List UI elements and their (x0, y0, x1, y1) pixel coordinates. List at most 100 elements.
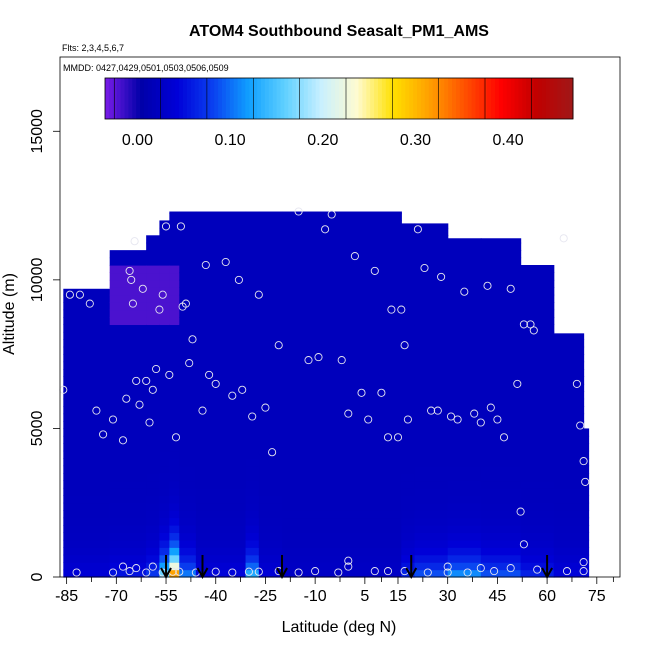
heatmap-cell (258, 391, 283, 400)
heatmap-cell (63, 443, 111, 452)
heatmap-cell (520, 354, 555, 363)
heatmap-cell (553, 406, 585, 415)
heatmap-cell (245, 235, 260, 244)
heatmap-cell (195, 287, 247, 296)
heatmap-cell (179, 450, 197, 459)
heatmap-cell (159, 510, 170, 519)
heatmap-cell (447, 495, 482, 504)
heatmap-cell (109, 250, 147, 259)
heatmap-cell (159, 257, 170, 266)
heatmap-cell (480, 354, 522, 363)
heatmap-cell (258, 413, 283, 422)
heatmap-cell (583, 443, 590, 452)
heatmap-cell (63, 346, 111, 355)
sample-point (344, 409, 353, 418)
sample-point (185, 359, 194, 368)
heatmap-cell (553, 525, 585, 534)
colorbar-segment (339, 78, 344, 119)
heatmap-cell (480, 510, 522, 519)
heatmap-cell (245, 502, 260, 511)
heatmap-cell (480, 554, 522, 563)
sample-point (201, 260, 210, 270)
heatmap-cell (282, 376, 402, 385)
heatmap-cell (169, 569, 180, 578)
heatmap-cell (179, 309, 197, 318)
heatmap-cell (480, 458, 522, 467)
heatmap-cell (258, 539, 283, 548)
sample-point (261, 403, 270, 412)
colorbar-segment (374, 78, 379, 119)
heatmap-cell (414, 391, 449, 400)
heatmap-cell (169, 257, 180, 266)
sample-point (188, 335, 197, 344)
heatmap-cell (63, 465, 111, 474)
colorbar-tick-label: 0.20 (307, 132, 338, 149)
heatmap-cell (480, 238, 522, 244)
heatmap-cell (447, 473, 482, 482)
heatmap-cell (480, 361, 522, 370)
heatmap-cell (401, 458, 416, 467)
heatmap-cell (63, 324, 111, 333)
heatmap-cell (195, 242, 247, 251)
heatmap-cell (146, 361, 160, 370)
heatmap-cell (282, 413, 402, 422)
heatmap-cell (447, 309, 482, 318)
heatmap-cell (258, 220, 283, 229)
heatmap-cell (169, 339, 180, 348)
heatmap-cell (480, 250, 522, 259)
heatmap-cell (447, 369, 482, 378)
heatmap-cell (401, 532, 416, 541)
heatmap-cell (169, 435, 180, 444)
heatmap-cell (159, 376, 170, 385)
heatmap-cell (109, 562, 147, 571)
heatmap-cell (414, 532, 449, 541)
heatmap-cell (169, 480, 180, 489)
sample-point (559, 234, 568, 243)
colorbar-segment (284, 78, 289, 119)
sample-point (446, 412, 456, 421)
heatmap-cell (480, 569, 522, 578)
heatmap-cell (414, 279, 449, 288)
heatmap-cell (414, 227, 449, 236)
heatmap-cell (258, 294, 283, 303)
heatmap-cell (245, 324, 260, 333)
heatmap-cell (169, 413, 180, 422)
x-tick-label: -10 (304, 588, 327, 605)
heatmap-cell (245, 361, 260, 370)
colorbar-segment (241, 78, 246, 119)
sample-point (403, 415, 412, 424)
colorbar-segment (280, 78, 285, 119)
heatmap-cell (109, 554, 147, 563)
heatmap-cell (480, 317, 522, 326)
sample-point (158, 290, 167, 299)
heatmap-cell (159, 547, 170, 556)
heatmap-cell (258, 265, 283, 274)
heatmap-cell (179, 532, 197, 541)
colorbar-segment (300, 78, 305, 119)
heatmap-cell (480, 324, 522, 333)
heatmap-cell (447, 562, 482, 571)
heatmap-cell (258, 354, 283, 363)
heatmap-cell (195, 487, 247, 496)
heatmap-cell (414, 413, 449, 422)
heatmap-cell (63, 562, 111, 571)
heatmap-cell (258, 480, 283, 489)
heatmap-cell (63, 435, 111, 444)
heatmap-cell (520, 458, 555, 467)
heatmap-cell (583, 525, 590, 534)
heatmap-cell (401, 495, 416, 504)
heatmap-cell (414, 487, 449, 496)
sample-point (314, 353, 323, 362)
colorbar-segment (327, 78, 332, 119)
colorbar-segment (233, 78, 239, 119)
heatmap-cell (401, 480, 416, 489)
heatmap-cell (401, 324, 416, 333)
heatmap-cell (159, 465, 170, 474)
heatmap-cell (282, 369, 402, 378)
heatmap-cell (520, 487, 555, 496)
colorbar-segment (120, 78, 125, 119)
heatmap-cell (447, 413, 482, 422)
sample-point (99, 430, 108, 439)
heatmap-cell (282, 383, 402, 392)
heatmap-cell (520, 510, 555, 519)
